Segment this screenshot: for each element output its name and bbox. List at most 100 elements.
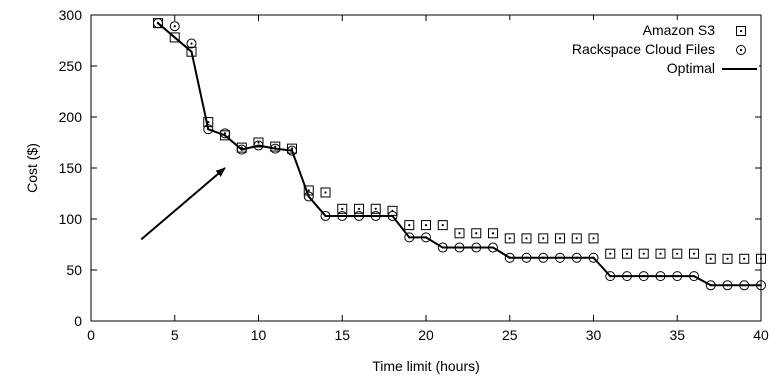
axis-ticks: [90, 14, 762, 322]
data-point-amazon-s3: [354, 203, 364, 214]
series-layer: [153, 18, 766, 291]
data-point-amazon-s3: [655, 248, 666, 259]
x-axis-label: Time limit (hours): [372, 358, 480, 374]
data-point-amazon-s3: [454, 228, 465, 239]
data-point-amazon-s3: [588, 233, 599, 244]
data-point-rackspace: [404, 232, 415, 243]
data-point-amazon-s3: [555, 233, 565, 244]
y-tick-label: 250: [59, 58, 83, 74]
y-tick-label: 300: [59, 7, 83, 23]
x-tick-label: 30: [586, 327, 602, 343]
data-point-amazon-s3: [521, 233, 532, 244]
legend-label-optimal: Optimal: [667, 60, 715, 76]
data-point-rackspace: [253, 140, 264, 151]
data-point-rackspace: [337, 210, 348, 221]
data-point-rackspace: [638, 271, 649, 282]
data-point-amazon-s3: [320, 187, 331, 198]
data-point-rackspace: [538, 252, 549, 263]
data-point-rackspace: [203, 124, 214, 135]
x-tick-label: 5: [171, 327, 179, 343]
data-point-rackspace: [588, 252, 599, 263]
data-point-rackspace: [186, 38, 197, 49]
data-point-rackspace: [236, 144, 247, 155]
data-point-rackspace: [504, 252, 515, 263]
data-point-amazon-s3: [672, 248, 683, 259]
y-axis-label: Cost ($): [24, 143, 40, 193]
annotation-layer: [140, 167, 226, 241]
data-point-amazon-s3: [538, 233, 549, 244]
data-point-rackspace: [488, 242, 498, 253]
data-point-rackspace: [739, 280, 750, 291]
data-point-rackspace: [605, 271, 616, 282]
data-point-amazon-s3: [705, 253, 716, 264]
x-tick-label: 35: [669, 327, 685, 343]
data-point-rackspace: [672, 271, 683, 282]
y-tick-label: 0: [74, 313, 82, 329]
data-point-rackspace: [471, 242, 482, 253]
data-point-rackspace: [270, 143, 281, 154]
data-point-rackspace: [437, 242, 448, 253]
data-point-rackspace: [169, 21, 180, 32]
legend-background: [497, 20, 759, 82]
data-point-amazon-s3: [756, 253, 766, 264]
data-point-amazon-s3: [739, 253, 750, 264]
data-point-rackspace: [220, 128, 230, 139]
data-point-amazon-s3: [203, 117, 214, 128]
data-point-amazon-s3: [337, 203, 348, 214]
data-point-rackspace: [303, 191, 314, 202]
data-point-amazon-s3: [437, 220, 448, 231]
data-point-rackspace: [370, 210, 381, 221]
x-tick-label: 0: [87, 327, 95, 343]
data-point-amazon-s3: [689, 248, 699, 259]
data-point-rackspace: [722, 280, 733, 291]
legend-label-amazon-s3: Amazon S3: [643, 22, 716, 38]
data-point-rackspace: [287, 145, 297, 156]
data-point-rackspace: [756, 280, 766, 291]
data-point-rackspace: [521, 252, 532, 263]
x-tick-label: 20: [418, 327, 434, 343]
y-tick-label: 150: [59, 160, 83, 176]
data-point-rackspace: [454, 242, 465, 253]
data-point-rackspace: [655, 271, 666, 282]
data-point-rackspace: [622, 271, 632, 282]
legend: Amazon S3 Rackspace Cloud Files Optimal: [497, 20, 759, 82]
data-point-amazon-s3: [387, 205, 398, 216]
legend-mark-rackspace: [736, 45, 746, 55]
x-tick-label: 15: [334, 327, 350, 343]
data-point-rackspace: [354, 210, 364, 221]
y-tick-label: 200: [59, 109, 83, 125]
axis-tick-labels: 0 5 10 15 20 25 30 35 40 0 50 100 150 200 250 300: [59, 7, 769, 343]
data-point-amazon-s3: [471, 228, 482, 239]
data-point-amazon-s3: [571, 233, 582, 244]
data-point-amazon-s3: [186, 46, 197, 57]
data-point-rackspace: [705, 280, 716, 291]
data-point-rackspace: [689, 271, 699, 282]
data-point-amazon-s3: [404, 220, 415, 231]
legend-label-rackspace: Rackspace Cloud Files: [572, 41, 715, 57]
data-point-amazon-s3: [169, 32, 180, 43]
data-point-rackspace: [320, 210, 331, 221]
annotation-arrow: [140, 167, 226, 241]
x-tick-label: 40: [753, 327, 769, 343]
x-tick-label: 10: [251, 327, 267, 343]
data-point-amazon-s3: [370, 203, 381, 214]
data-point-amazon-s3: [622, 248, 632, 259]
y-tick-label: 50: [66, 262, 82, 278]
data-point-amazon-s3: [504, 233, 515, 244]
legend-mark-amazon-s3: [736, 26, 746, 36]
data-point-amazon-s3: [253, 137, 264, 148]
data-point-amazon-s3: [638, 248, 649, 259]
data-point-rackspace: [387, 210, 398, 221]
data-point-amazon-s3: [605, 248, 616, 259]
x-tick-label: 25: [502, 327, 518, 343]
data-point-rackspace: [421, 232, 431, 243]
data-point-rackspace: [153, 18, 163, 29]
data-point-rackspace: [555, 252, 565, 263]
data-point-amazon-s3: [488, 228, 498, 239]
y-tick-label: 100: [59, 211, 83, 227]
data-point-rackspace: [571, 252, 582, 263]
data-point-amazon-s3: [303, 185, 314, 196]
data-point-amazon-s3: [421, 220, 431, 231]
data-point-amazon-s3: [722, 253, 733, 264]
